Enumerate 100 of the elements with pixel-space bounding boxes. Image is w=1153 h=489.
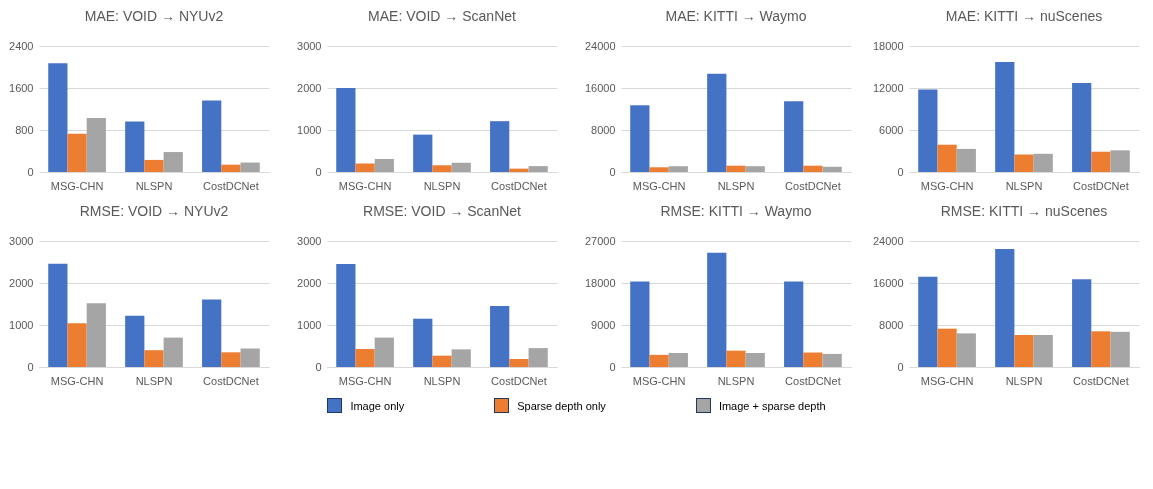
bar	[707, 73, 727, 172]
bar	[125, 315, 145, 367]
bar	[355, 348, 375, 367]
bar	[202, 299, 222, 367]
y-tick-label: 12000	[872, 81, 904, 94]
chart-title: RMSE: VOID → ScanNet	[363, 203, 522, 219]
x-tick-label: CostDCNet	[1073, 374, 1129, 387]
bar	[490, 121, 510, 172]
bar	[413, 134, 433, 172]
x-tick-label: MSG-CHN	[50, 179, 104, 192]
bar	[67, 323, 87, 367]
bar	[163, 337, 183, 367]
x-tick-label: NLSPN	[1005, 179, 1043, 192]
x-tick-label: CostDCNet	[491, 179, 547, 192]
bar	[1033, 334, 1053, 367]
legend-label: Image + sparse depth	[718, 399, 826, 412]
bar	[1091, 331, 1111, 367]
bar	[937, 328, 957, 367]
x-tick-label: CostDCNet	[785, 374, 841, 387]
bar	[509, 359, 529, 367]
bar	[630, 281, 650, 367]
x-tick-label: NLSPN	[423, 179, 461, 192]
y-tick-label: 1000	[9, 318, 34, 331]
y-tick-label: 24000	[872, 234, 904, 247]
y-tick-label: 6000	[879, 123, 904, 136]
bar	[995, 62, 1015, 172]
bar	[918, 276, 938, 367]
bar	[995, 248, 1015, 367]
bar	[432, 165, 452, 172]
bar	[956, 148, 976, 172]
bar	[336, 88, 356, 172]
x-tick-label: MSG-CHN	[632, 179, 686, 192]
y-tick-label: 2000	[9, 276, 34, 289]
y-tick-label: 0	[609, 360, 616, 373]
legend-label: Sparse depth only	[517, 399, 606, 412]
chart-title: MAE: KITTI → Waymo	[665, 8, 807, 24]
bar	[1033, 153, 1053, 172]
bar	[745, 166, 765, 172]
x-tick-label: CostDCNet	[203, 179, 259, 192]
x-tick-label: MSG-CHN	[920, 179, 974, 192]
bar	[649, 354, 669, 367]
bar	[240, 348, 260, 367]
y-tick-label: 3000	[9, 234, 34, 247]
y-tick-label: 0	[609, 165, 616, 178]
x-tick-label: MSG-CHN	[50, 374, 104, 387]
chart-title: MAE: VOID → NYUv2	[84, 8, 224, 24]
bar	[221, 164, 241, 172]
bar	[221, 352, 241, 367]
bar	[822, 166, 842, 172]
x-tick-label: CostDCNet	[203, 374, 259, 387]
bar	[630, 105, 650, 172]
y-tick-label: 9000	[591, 318, 616, 331]
chart-title: RMSE: KITTI → nuScenes	[940, 203, 1108, 219]
y-tick-label: 0	[315, 165, 322, 178]
y-tick-label: 8000	[591, 123, 616, 136]
bar	[1110, 150, 1130, 172]
y-tick-label: 0	[27, 360, 34, 373]
bar	[240, 162, 260, 172]
bar	[1072, 83, 1092, 172]
x-tick-label: CostDCNet	[785, 179, 841, 192]
x-tick-label: NLSPN	[1005, 374, 1043, 387]
y-tick-label: 0	[897, 360, 904, 373]
x-tick-label: MSG-CHN	[338, 179, 392, 192]
y-tick-label: 16000	[872, 276, 904, 289]
y-tick-label: 800	[15, 123, 34, 136]
y-tick-label: 3000	[297, 39, 322, 52]
x-tick-label: NLSPN	[717, 179, 755, 192]
y-tick-label: 0	[27, 165, 34, 178]
bar	[413, 318, 433, 367]
bar	[1072, 279, 1092, 367]
bar	[649, 167, 669, 172]
y-tick-label: 2000	[297, 81, 322, 94]
y-tick-label: 1000	[297, 318, 322, 331]
bar	[784, 281, 804, 367]
y-tick-label: 3000	[297, 234, 322, 247]
bar	[202, 100, 222, 172]
bar	[956, 333, 976, 367]
x-tick-label: MSG-CHN	[338, 374, 392, 387]
bar	[668, 166, 688, 172]
y-tick-label: 0	[315, 360, 322, 373]
y-tick-label: 27000	[584, 234, 616, 247]
bar	[784, 101, 804, 172]
x-tick-label: CostDCNet	[1073, 179, 1129, 192]
bar	[937, 144, 957, 172]
x-tick-label: MSG-CHN	[632, 374, 686, 387]
bar	[144, 350, 164, 367]
bar	[490, 306, 510, 367]
bar	[528, 348, 548, 367]
bar	[67, 133, 87, 172]
bar	[668, 353, 688, 367]
bar	[745, 353, 765, 367]
bar	[1014, 334, 1034, 367]
bar	[355, 163, 375, 172]
bar	[48, 63, 68, 172]
bar	[726, 350, 746, 367]
x-tick-label: NLSPN	[423, 374, 461, 387]
chart-title: RMSE: VOID → NYUv2	[79, 203, 229, 219]
bar	[707, 252, 727, 367]
bar	[125, 121, 145, 172]
bar	[803, 352, 823, 367]
